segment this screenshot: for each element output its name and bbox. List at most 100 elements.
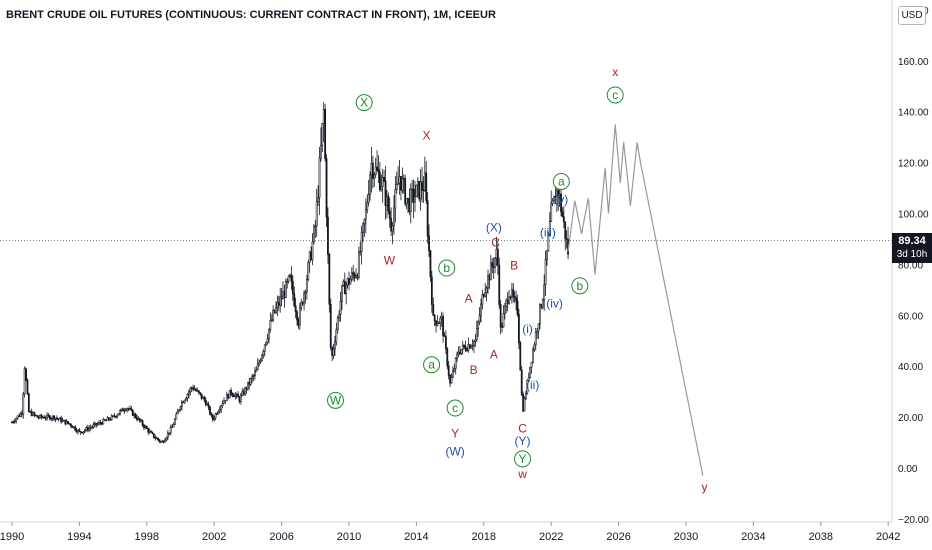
candle-body: [251, 376, 254, 380]
candle: [506, 291, 509, 312]
candle: [137, 416, 140, 421]
candle-body: [145, 426, 148, 430]
candle-body: [79, 431, 82, 433]
candle-body: [523, 398, 526, 412]
candle-body: [555, 190, 558, 205]
candle: [27, 392, 30, 413]
candle: [171, 424, 173, 429]
candle: [509, 295, 512, 301]
candle: [85, 425, 88, 432]
candle: [516, 294, 519, 317]
candle: [235, 392, 238, 399]
candle: [263, 344, 266, 357]
wave-label-text: (W): [445, 444, 464, 458]
candle: [46, 412, 49, 421]
candle: [398, 160, 401, 195]
candle: [484, 283, 487, 298]
candle: [162, 439, 165, 444]
candle: [259, 358, 262, 364]
candle: [68, 423, 71, 426]
candle-body: [366, 202, 369, 210]
candle: [231, 392, 234, 398]
candle: [176, 408, 179, 415]
wave-label-text: (iii): [540, 225, 556, 239]
candle-body: [168, 432, 171, 435]
candle-body: [67, 421, 70, 424]
wave-label-text: w: [517, 467, 527, 481]
candle: [204, 397, 207, 407]
wave-label: y: [702, 480, 708, 494]
candle: [529, 366, 532, 379]
candle: [199, 392, 202, 396]
candle: [430, 270, 433, 313]
y-tick-label: 100.00: [898, 210, 929, 221]
candle-body: [359, 250, 362, 253]
x-tick-label: 2006: [269, 531, 293, 543]
candle-body: [489, 262, 492, 281]
candle-body: [444, 336, 447, 350]
candle-body: [237, 393, 239, 398]
candle: [209, 405, 211, 416]
candle-body: [93, 422, 96, 426]
candle-body: [564, 221, 567, 239]
candle: [446, 347, 449, 370]
candle-body: [265, 341, 268, 346]
candle: [474, 333, 477, 347]
candle-body: [272, 309, 275, 321]
candle: [331, 346, 334, 362]
candle: [159, 440, 162, 444]
candle: [261, 353, 263, 362]
candle: [437, 321, 440, 325]
candle-body: [238, 396, 241, 402]
candle: [426, 192, 429, 244]
candle-body: [432, 304, 435, 316]
candle: [193, 385, 196, 391]
candle-body: [322, 109, 325, 124]
candle-body: [338, 314, 341, 319]
candle-body: [112, 415, 115, 417]
candle-body: [15, 418, 18, 422]
candle-body: [268, 328, 270, 339]
candle-body: [277, 302, 280, 306]
candle-body: [384, 180, 387, 206]
candle-body: [263, 344, 266, 352]
candle-body: [428, 235, 430, 252]
candle-body: [182, 401, 185, 404]
candle: [75, 427, 78, 434]
wave-label-text: X: [423, 129, 431, 143]
candle: [341, 284, 343, 311]
candle-body: [227, 394, 230, 399]
candle-body: [426, 200, 429, 237]
candle-body: [173, 418, 176, 425]
candle: [244, 386, 246, 397]
wave-label-text: b: [577, 279, 584, 293]
candle: [47, 413, 50, 418]
candle: [400, 176, 402, 201]
candle-body: [217, 410, 220, 414]
currency-selector[interactable]: USD: [898, 6, 926, 25]
candle-body: [137, 418, 140, 420]
candle: [63, 419, 65, 422]
candle: [414, 180, 416, 212]
candle: [425, 161, 428, 204]
candle-body: [423, 172, 426, 191]
candle: [300, 298, 303, 311]
wave-label-text: c: [452, 401, 458, 415]
candle: [402, 174, 405, 194]
candle-body: [214, 413, 217, 419]
candle-body: [518, 314, 520, 344]
candle-body: [218, 409, 221, 412]
candle-body: [350, 272, 353, 280]
candle-body: [307, 262, 310, 280]
candle-body: [220, 405, 223, 410]
candle-body: [378, 172, 381, 190]
candle: [248, 377, 251, 390]
candle: [190, 386, 193, 393]
candle: [311, 233, 314, 266]
candle: [555, 187, 558, 213]
candle: [512, 283, 515, 303]
candle-body: [492, 266, 495, 268]
candle: [328, 253, 331, 313]
candle-body: [96, 423, 99, 426]
x-tick-label: 1990: [0, 531, 24, 543]
